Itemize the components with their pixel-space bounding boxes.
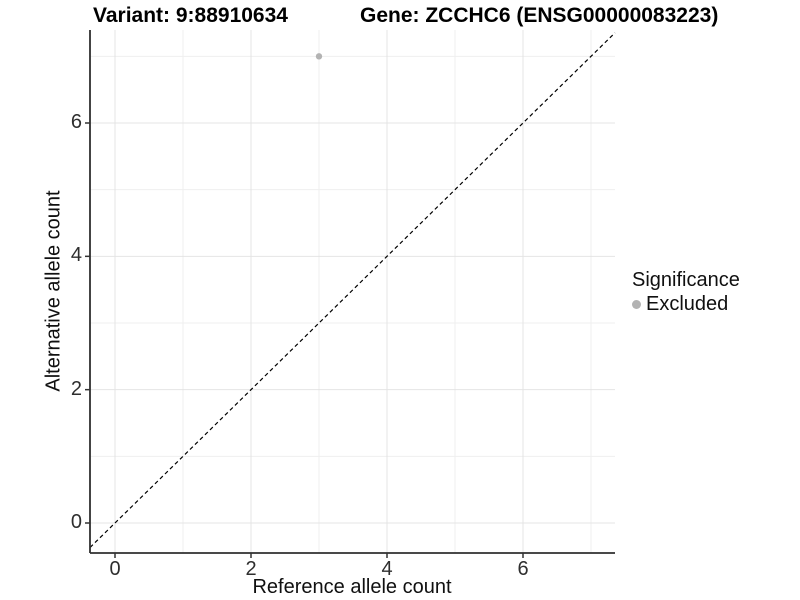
legend-title: Significance bbox=[632, 269, 740, 291]
legend-items: Excluded bbox=[632, 294, 740, 315]
legend-item-label: Excluded bbox=[646, 293, 729, 315]
plot-title-gene: Gene: ZCCHC6 (ENSG00000083223) bbox=[360, 4, 719, 27]
y-axis-title: Alternative allele count bbox=[42, 190, 65, 392]
legend-point-icon bbox=[632, 300, 641, 309]
y-tick-label: 6 bbox=[70, 111, 82, 134]
legend: Significance Excluded bbox=[632, 270, 740, 315]
y-tick-label: 4 bbox=[70, 244, 82, 267]
y-tick-label: 0 bbox=[70, 511, 82, 534]
x-tick-label: 4 bbox=[381, 558, 393, 580]
data-point-excluded bbox=[315, 53, 323, 60]
x-tick-label: 2 bbox=[245, 558, 257, 580]
x-tick-label: 6 bbox=[517, 558, 529, 580]
plot-title-variant: Variant: 9:88910634 bbox=[93, 4, 288, 27]
legend-item: Excluded bbox=[632, 294, 740, 315]
identity-reference-line bbox=[89, 32, 616, 548]
y-tick-label: 2 bbox=[70, 377, 82, 400]
x-axis-title: Reference allele count bbox=[252, 576, 452, 598]
x-tick-label: 0 bbox=[109, 558, 121, 580]
